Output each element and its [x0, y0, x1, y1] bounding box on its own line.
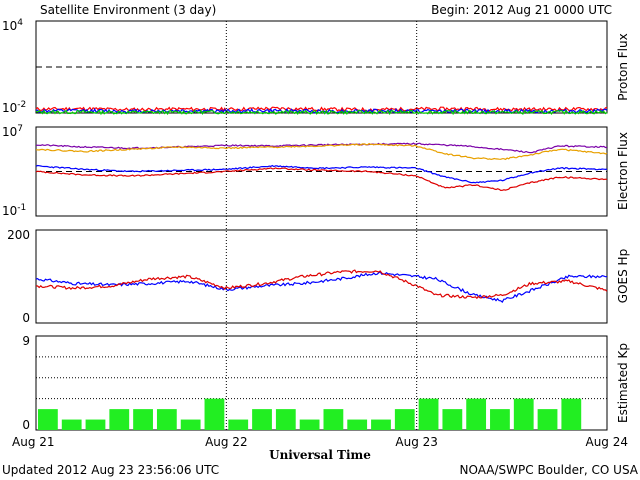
kp-tick-label: 9 [22, 334, 30, 348]
proton-series-line [35, 109, 608, 116]
updated-label: Updated 2012 Aug 23 23:56:06 UTC [2, 463, 219, 477]
x-tick-label: Aug 22 [205, 435, 248, 449]
x-tick-label: Aug 21 [12, 435, 55, 449]
kp-panel: Estimated Kp 90 [22, 334, 630, 432]
goes-hp-lines [35, 269, 608, 304]
kp-bar [252, 409, 272, 430]
kp-bar [371, 419, 391, 430]
electron-series-line [35, 142, 608, 161]
electron-flux-tick-label: 107 [2, 124, 23, 139]
electron-flux-ylabel: Electron Flux [616, 132, 630, 210]
proton-series-line [35, 106, 608, 113]
source-label: NOAA/SWPC Boulder, CO USA [460, 463, 639, 477]
goes-hp-tick-label: 200 [7, 228, 30, 242]
electron-series-line [35, 164, 608, 184]
kp-bar [323, 409, 344, 430]
proton-flux-ylabel: Proton Flux [616, 33, 630, 100]
kp-bar [490, 409, 510, 430]
electron-series-line [35, 142, 608, 154]
goes-hp-tick-label: 0 [22, 311, 30, 325]
kp-ticks: 90 [22, 334, 30, 432]
chart-title: Satellite Environment (3 day) [40, 3, 216, 17]
proton-flux-lines [35, 66, 608, 116]
kp-bar [394, 409, 415, 430]
goes-hp-ylabel: GOES Hp [616, 249, 630, 303]
goes-hp-series-line [35, 270, 608, 304]
proton-flux-tick-label: 104 [2, 18, 23, 33]
kp-bar [61, 419, 82, 430]
kp-bar [228, 419, 249, 430]
kp-bar [513, 398, 534, 430]
begin-label: Begin: 2012 Aug 21 0000 UTC [431, 3, 612, 17]
electron-flux-lines [35, 142, 608, 192]
kp-bar [204, 398, 225, 430]
proton-flux-ticks: 104 10-2 [2, 18, 26, 115]
electron-flux-ticks: 107 10-1 [2, 124, 26, 218]
x-tick-label: Aug 24 [585, 435, 628, 449]
electron-series-line [35, 167, 608, 192]
kp-tick-label: 0 [22, 418, 30, 432]
electron-flux-tick-label: 10-1 [2, 203, 26, 218]
kp-ylabel: Estimated Kp [616, 343, 630, 423]
kp-bars [36, 356, 607, 430]
kp-bar [537, 409, 558, 430]
x-tick-label: Aug 23 [395, 435, 438, 449]
x-axis-label: Universal Time [269, 448, 371, 462]
kp-bar [299, 419, 320, 430]
day-separators [225, 21, 418, 430]
kp-bar [38, 409, 58, 430]
kp-bar [85, 419, 106, 430]
x-ticks: Aug 21 Aug 22 Aug 23 Aug 24 [12, 435, 628, 449]
kp-bar [180, 419, 201, 430]
kp-bar [561, 398, 582, 430]
kp-bar [466, 398, 487, 430]
kp-bar [156, 409, 177, 430]
kp-bar [133, 409, 153, 430]
proton-flux-panel: Proton Flux 104 10-2 [2, 18, 630, 116]
kp-bar [347, 419, 368, 430]
kp-bar [275, 409, 296, 430]
kp-bar [418, 398, 439, 430]
goes-hp-series-line [35, 269, 608, 300]
kp-bar [442, 409, 463, 430]
proton-flux-tick-label: 10-2 [2, 100, 26, 115]
kp-bar [109, 409, 130, 430]
electron-flux-panel: Electron Flux 107 10-1 [2, 124, 630, 218]
